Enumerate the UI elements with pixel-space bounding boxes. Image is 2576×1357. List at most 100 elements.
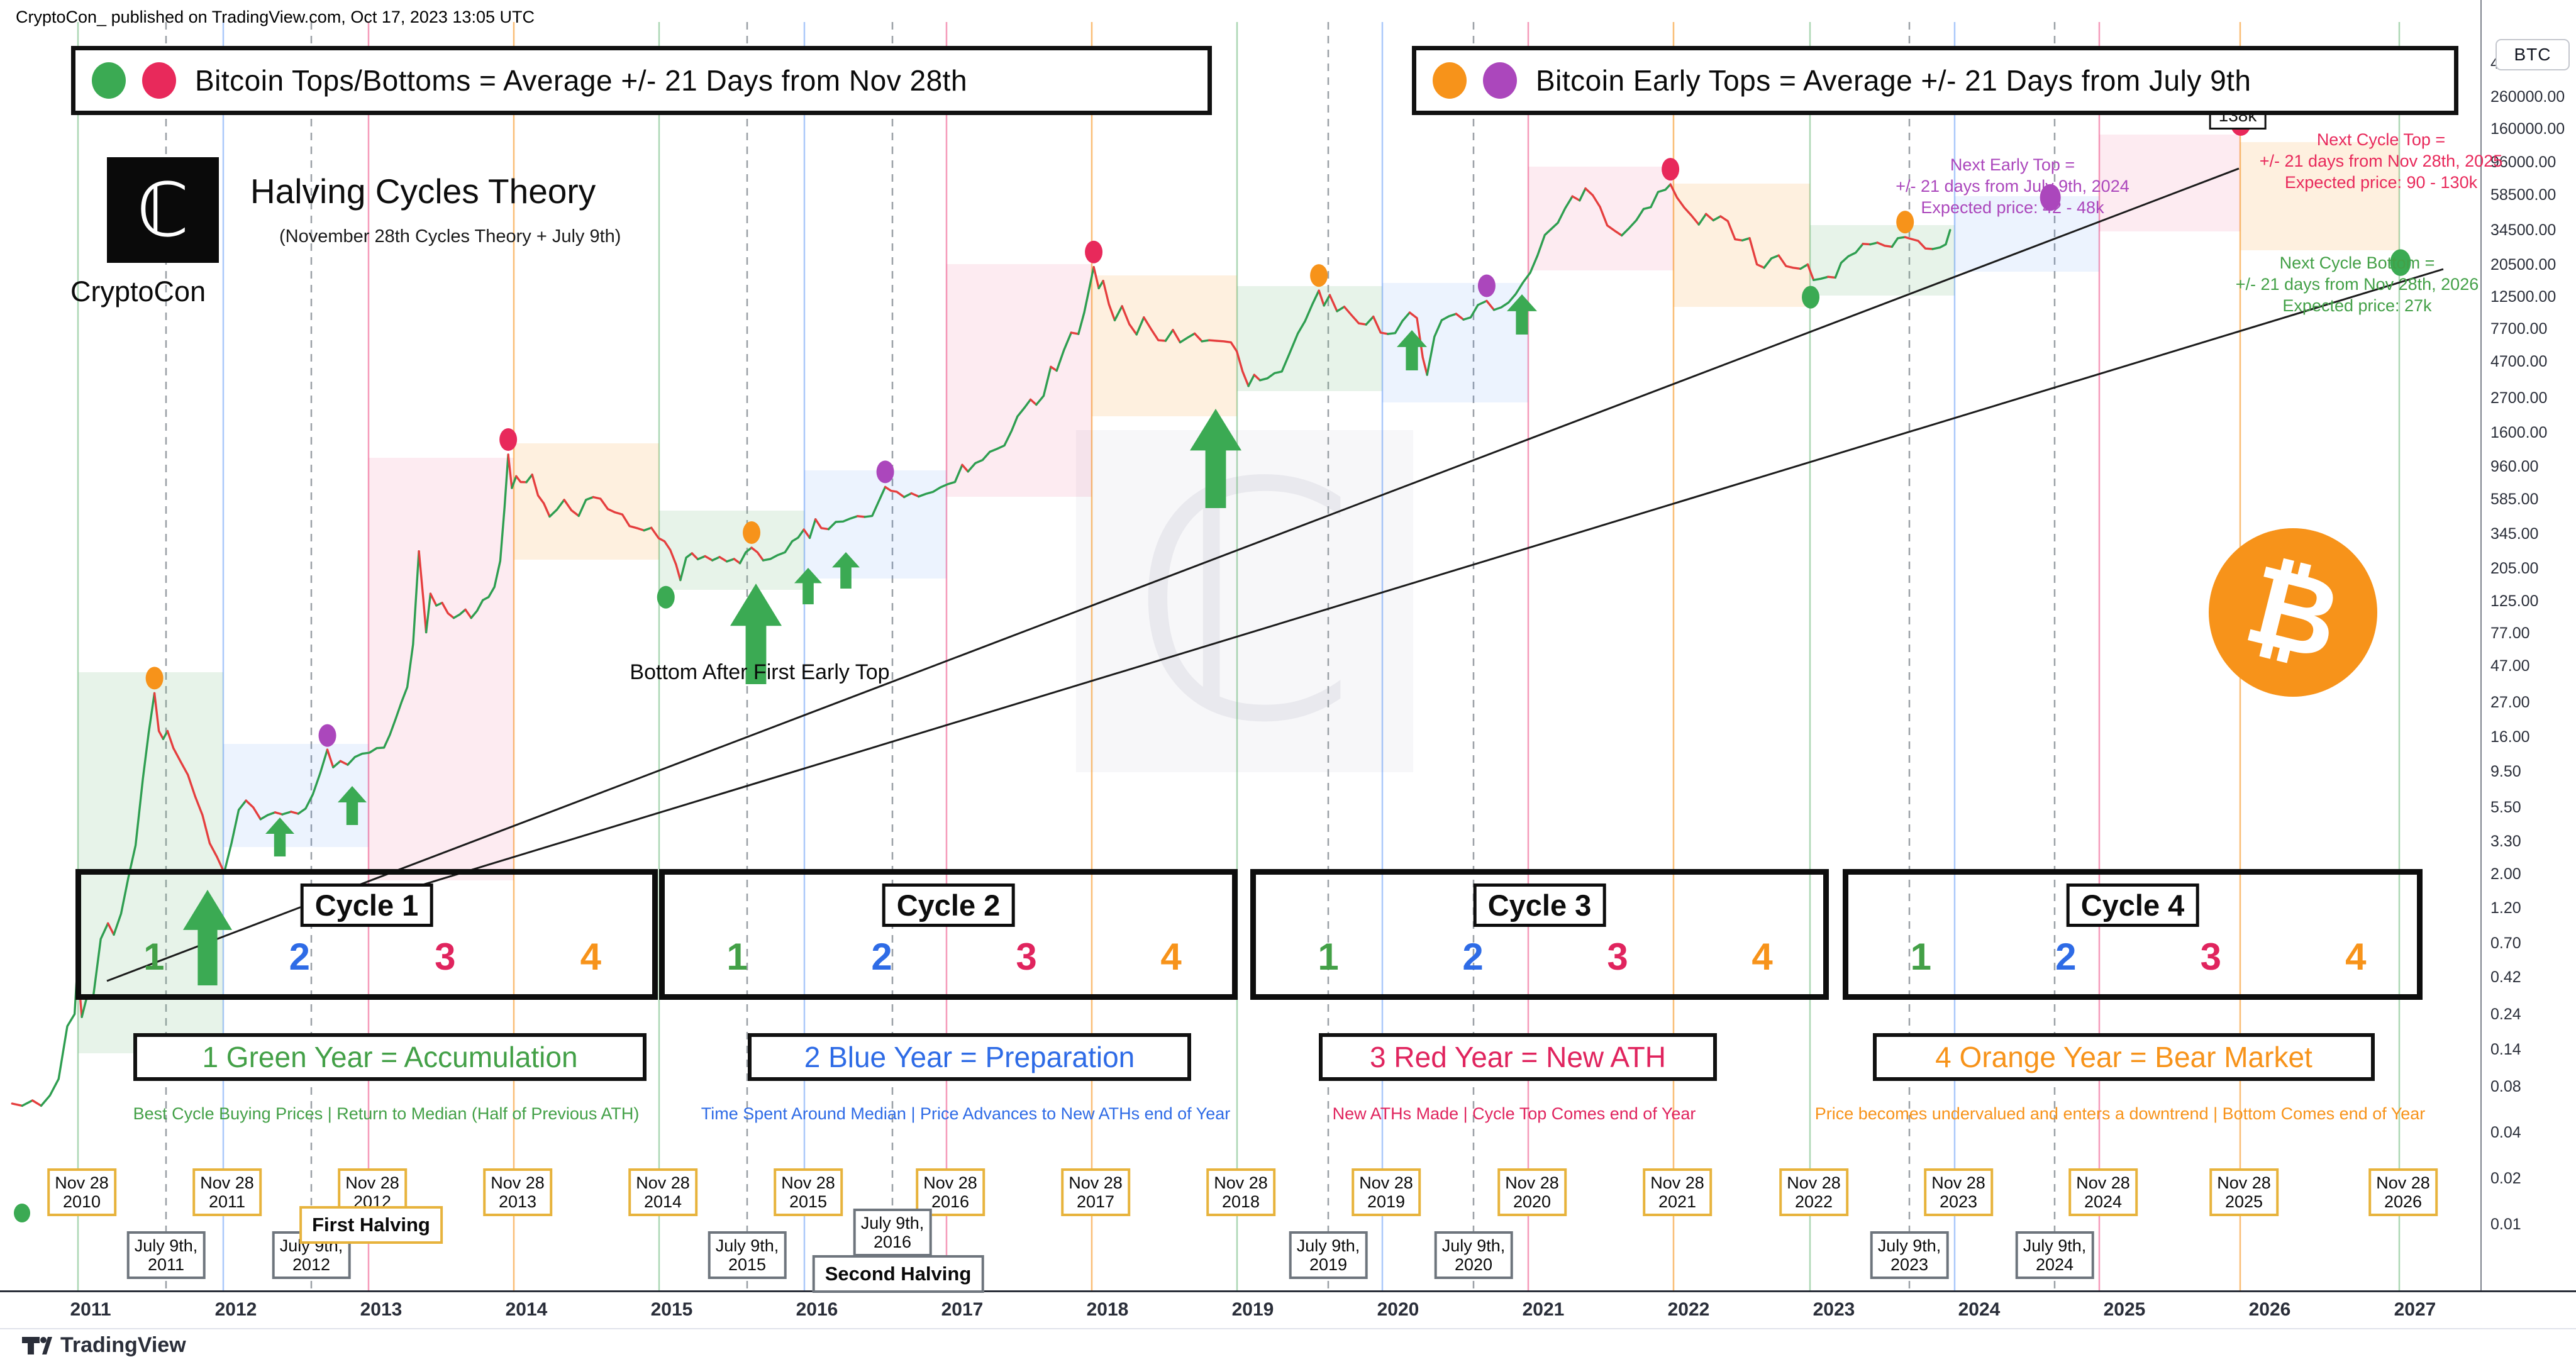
watermark-box: [1076, 430, 1413, 772]
price-path: [1143, 316, 1167, 342]
price-path: [166, 729, 226, 874]
price-path: [902, 492, 913, 499]
cycle-year-number: 2: [289, 936, 310, 978]
cycle-year-number: 4: [1160, 936, 1182, 978]
price-path: [1050, 365, 1058, 372]
legend-early-tops: Bitcoin Early Tops = Average +/- 21 Days…: [1412, 46, 2458, 115]
purple-event-dot: [2040, 184, 2061, 211]
orange-year-title: 4 Orange Year = Bear Market: [1935, 1041, 2312, 1073]
year-tick: 2024: [1958, 1299, 2001, 1320]
price-path: [592, 496, 645, 532]
purple-dot-icon: [1483, 62, 1517, 99]
price-tick: 0.14: [2490, 1041, 2521, 1059]
cycle-label: Cycle 1: [300, 883, 433, 927]
price-path: [31, 1099, 43, 1107]
tradingview-logo[interactable]: TradingView: [21, 1333, 186, 1357]
orange-year-legend: 4 Orange Year = Bear Market: [1873, 1033, 2375, 1081]
year-tick: 2017: [941, 1299, 984, 1320]
price-path: [515, 475, 528, 484]
year-tick: 2018: [1086, 1299, 1129, 1320]
year-range-box: [659, 511, 804, 590]
price-path: [696, 555, 706, 560]
year-tick: 2026: [2248, 1299, 2291, 1320]
price-path: [1164, 329, 1174, 342]
year-range-box: [804, 470, 947, 579]
price-path: [290, 811, 299, 815]
price-path: [814, 518, 830, 531]
price-tick: 345.00: [2490, 525, 2539, 543]
price-path: [1343, 306, 1367, 326]
price-path: [1876, 241, 1894, 248]
annotation-line: Next Cycle Top =: [2316, 130, 2446, 149]
year-tick: 2020: [1377, 1299, 1419, 1320]
year-tick: 2025: [2103, 1299, 2146, 1320]
red-dot-icon: [142, 62, 176, 99]
purple-event-dot: [318, 724, 336, 747]
price-tick: 5.50: [2490, 799, 2521, 816]
price-tick: 3.30: [2490, 832, 2521, 850]
july9-date-label: July 9th, 2023: [1870, 1231, 1949, 1280]
cycle-year-number: 1: [1318, 936, 1339, 978]
price-path: [1172, 329, 1182, 344]
red-event-dot: [1662, 158, 1680, 181]
year-tick: 2012: [214, 1299, 257, 1320]
price-path: [1462, 299, 1488, 321]
next-cycle-bottom-annotation: Next Cycle Bottom = +/- 21 days from Nov…: [2236, 253, 2479, 316]
halving-label: Second Halving: [812, 1255, 984, 1293]
price-path: [650, 526, 682, 582]
price-path: [1748, 237, 1765, 269]
price-path: [1113, 305, 1123, 321]
cycle-year-number: 1: [1910, 936, 1931, 978]
july9-date-label: July 9th, 2024: [2015, 1231, 2094, 1280]
cryptocon-logo-letter: ℂ: [136, 169, 189, 252]
price-path: [1323, 294, 1331, 307]
price-path: [643, 526, 653, 532]
year-tick: 2016: [796, 1299, 838, 1320]
cycle-box: Cycle 4 1 2 3 4: [1843, 869, 2423, 1000]
price-path: [339, 760, 349, 766]
year-tick: 2027: [2394, 1299, 2436, 1320]
price-path: [961, 463, 969, 473]
price-path: [704, 555, 714, 562]
price-tick: 12500.00: [2490, 288, 2557, 306]
price-tick: 47.00: [2490, 656, 2530, 675]
legend-early-tops-label: Bitcoin Early Tops = Average +/- 21 Days…: [1536, 64, 2251, 97]
nov28-date-label: Nov 28 2010: [47, 1168, 116, 1217]
year-tick: 2013: [360, 1299, 402, 1320]
cycle-year-number: 1: [143, 936, 165, 978]
price-path: [245, 799, 262, 821]
price-path: [1697, 213, 1707, 226]
year-range-box: [1810, 225, 1955, 296]
time-axis-line: [0, 1290, 2576, 1292]
price-path: [452, 608, 467, 619]
price-tick: 34500.00: [2490, 221, 2557, 239]
cycle-year-number: 2: [871, 936, 892, 978]
year-tick: 2015: [650, 1299, 693, 1320]
price-path: [1055, 331, 1073, 372]
up-arrow-icon: [1190, 409, 1241, 508]
price-path: [525, 474, 533, 484]
annotation-line: Expected price: 27k: [2282, 296, 2432, 315]
price-tick: 0.42: [2490, 968, 2521, 987]
price-path: [332, 760, 341, 768]
july9-date-label: July 9th, 2019: [1289, 1231, 1368, 1280]
price-tick: 160000.00: [2490, 119, 2565, 138]
year-range-box: [1674, 184, 1810, 307]
nov28-date-label: Nov 28 2018: [1206, 1168, 1275, 1217]
next-early-top-annotation: Next Early Top = +/- 21 days from July 9…: [1896, 155, 2129, 218]
price-path: [1121, 305, 1138, 336]
price-path: [1258, 289, 1320, 382]
price-tick: 1.20: [2490, 899, 2521, 917]
publish-attribution: CryptoCon_ published on TradingView.com,…: [16, 8, 535, 26]
tradingview-label: TradingView: [60, 1333, 186, 1357]
price-path: [750, 546, 765, 562]
price-path: [429, 592, 438, 607]
watermark-logo-icon: ℂ: [1130, 413, 1358, 794]
year-range-box: [1955, 196, 2099, 272]
price-tick: 205.00: [2490, 560, 2539, 578]
annotation-line: Next Early Top =: [1950, 155, 2075, 174]
year-tick: 2023: [1813, 1299, 1855, 1320]
price-path: [967, 398, 1032, 473]
